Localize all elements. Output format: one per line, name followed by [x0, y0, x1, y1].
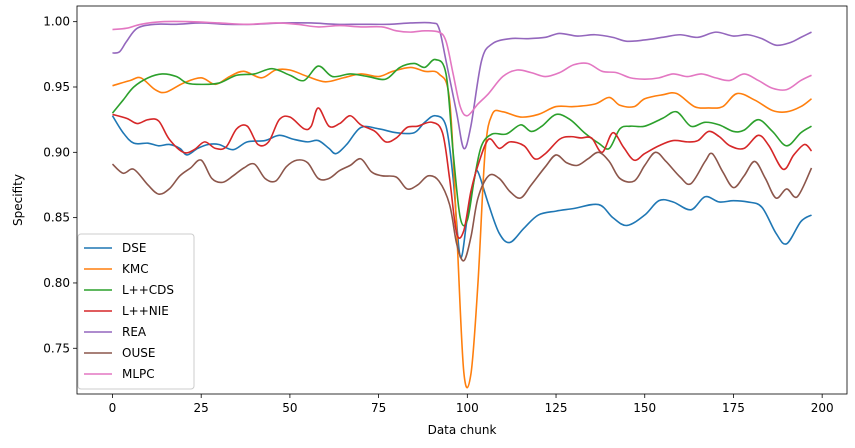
plot-frame	[76, 5, 848, 395]
y-tick-label: 0.95	[43, 80, 70, 94]
legend-label: REA	[122, 325, 147, 339]
series-line-ouse	[111, 151, 813, 262]
x-tick-label: 25	[194, 401, 209, 415]
y-tick-label: 0.90	[43, 145, 70, 159]
legend-label: OUSE	[122, 346, 155, 360]
legend-label: DSE	[122, 241, 146, 255]
x-tick-label: 150	[633, 401, 656, 415]
legend-label: KMC	[122, 262, 149, 276]
legend-label: L++NIE	[122, 304, 169, 318]
y-tick-label: 0.80	[43, 276, 70, 290]
y-tick-label: 0.75	[43, 341, 70, 355]
legend-label: L++CDS	[122, 283, 174, 297]
y-tick-label: 0.85	[43, 211, 70, 225]
series-line-mlpc	[112, 20, 812, 117]
series-line-kmc	[112, 66, 813, 389]
x-tick-label: 100	[456, 401, 479, 415]
x-tick-label: 75	[371, 401, 386, 415]
x-tick-label: 0	[109, 401, 117, 415]
y-tick-label: 1.00	[43, 15, 70, 29]
x-axis-label: Data chunk	[428, 423, 497, 437]
x-tick-label: 50	[282, 401, 297, 415]
y-axis-label: Specifity	[11, 174, 25, 226]
x-tick-label: 125	[545, 401, 568, 415]
series-line-l-nie	[112, 107, 813, 239]
plot-area	[77, 6, 847, 394]
series-line-l-cds	[111, 58, 812, 227]
series-lines	[111, 20, 813, 389]
x-tick-label: 175	[722, 401, 745, 415]
series-line-rea	[112, 21, 812, 150]
legend-box	[77, 233, 195, 390]
x-tick-label: 200	[811, 401, 834, 415]
axis-ticks: 0 25 50 75 100 125 150 175 200 0.75 0.80 0.85 0.90 0.…	[43, 15, 833, 415]
legend: DSE KMC L++CDS L++NIE REA OUSE MLPC	[77, 233, 195, 390]
legend-label: MLPC	[122, 367, 155, 381]
